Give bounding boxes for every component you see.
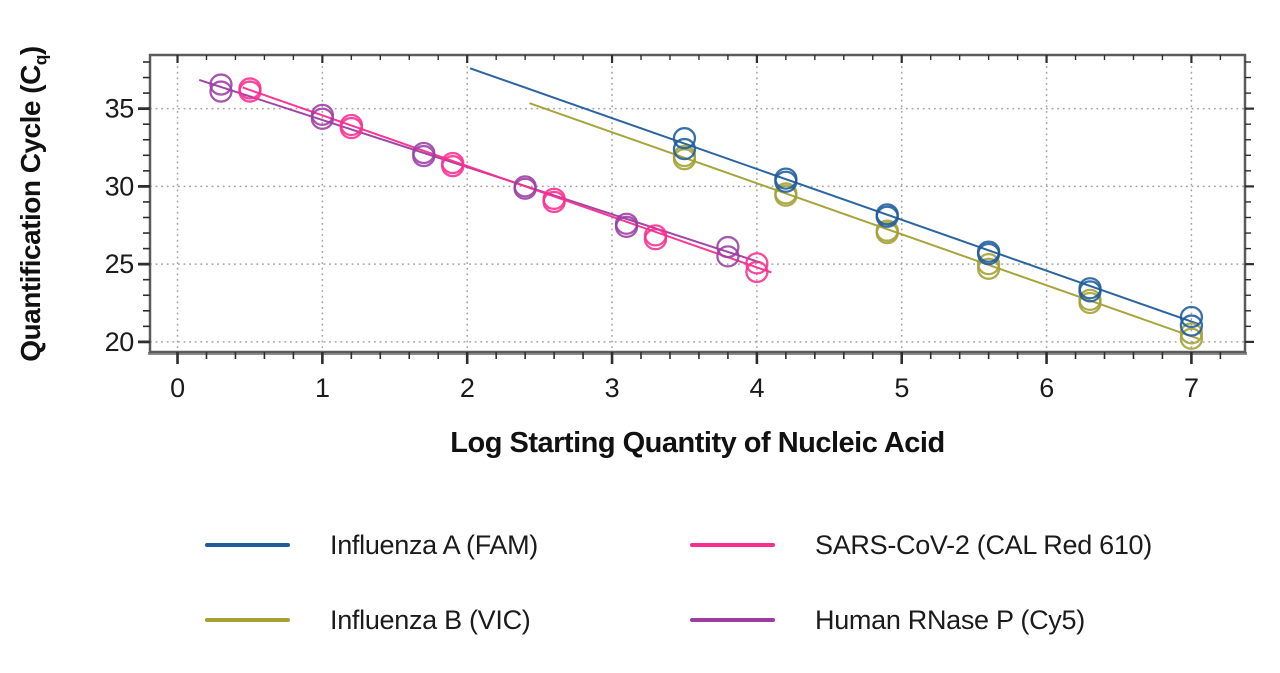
y-tick-label: 25 bbox=[105, 249, 134, 279]
x-tick-label: 3 bbox=[605, 373, 620, 403]
gridlines bbox=[150, 55, 1245, 352]
legend-item-influenza-b-vic: Influenza B (VIC) bbox=[205, 603, 690, 637]
x-tick-label: 4 bbox=[750, 373, 765, 403]
series-influenza-a-fam-markers bbox=[672, 127, 1204, 337]
y-tick-label: 35 bbox=[105, 94, 134, 124]
y-tick-label: 20 bbox=[105, 327, 134, 357]
x-tick-label: 7 bbox=[1184, 373, 1199, 403]
x-axis-title: Log Starting Quantity of Nucleic Acid bbox=[450, 427, 945, 459]
legend-swatch-sars-cov-2-cal-red-610 bbox=[690, 542, 775, 548]
y-axis-title: Quantification Cycle (Cq) bbox=[15, 46, 51, 362]
legend-label-human-rnase-p-cy5: Human RNase P (Cy5) bbox=[815, 604, 1085, 635]
legend-swatch-human-rnase-p-cy5 bbox=[690, 617, 775, 623]
legend-swatch-influenza-b-vic bbox=[205, 617, 290, 623]
y-tick-label: 30 bbox=[105, 171, 134, 201]
x-tick-label: 0 bbox=[170, 373, 185, 403]
chart-legend: Influenza A (FAM) SARS-CoV-2 (CAL Red 610… bbox=[205, 528, 1152, 637]
axis-ticks bbox=[138, 55, 1254, 364]
y-axis-title-suffix: ) bbox=[15, 46, 46, 56]
series-influenza-b-vic-trendline bbox=[529, 102, 1199, 340]
legend-item-sars-cov-2-cal-red-610: SARS-CoV-2 (CAL Red 610) bbox=[690, 528, 1152, 562]
legend-label-influenza-a-fam: Influenza A (FAM) bbox=[330, 529, 538, 560]
x-tick-label: 6 bbox=[1039, 373, 1054, 403]
chart-canvas: 0 1 2 3 4 5 6 7 20 25 30 35 bbox=[105, 53, 1254, 403]
series-sars-cov-2-cal-red-610-markers bbox=[238, 77, 769, 284]
series-influenza-a-fam-trendline bbox=[469, 67, 1199, 326]
y-axis-title-prefix: Quantification Cycle (C bbox=[15, 65, 46, 362]
legend-item-influenza-a-fam: Influenza A (FAM) bbox=[205, 528, 690, 562]
plot-frame bbox=[148, 53, 1247, 354]
x-tick-label: 5 bbox=[894, 373, 909, 403]
legend-label-sars-cov-2-cal-red-610: SARS-CoV-2 (CAL Red 610) bbox=[815, 529, 1152, 560]
x-tick-labels: 0 1 2 3 4 5 6 7 bbox=[170, 373, 1199, 403]
series-influenza-b-vic-markers bbox=[672, 144, 1204, 350]
x-tick-label: 1 bbox=[315, 373, 330, 403]
series-sars-cov-2-cal-red-610-trendline bbox=[242, 86, 772, 274]
plot-frame bbox=[148, 53, 1247, 354]
legend-label-influenza-b-vic: Influenza B (VIC) bbox=[330, 604, 531, 635]
y-axis-title-subscript: q bbox=[30, 55, 51, 66]
x-tick-label: 2 bbox=[460, 373, 475, 403]
legend-item-human-rnase-p-cy5: Human RNase P (Cy5) bbox=[690, 603, 1152, 637]
y-tick-labels: 20 25 30 35 bbox=[105, 94, 135, 357]
series-human-rnase-p-cy5-markers bbox=[209, 73, 740, 268]
legend-swatch-influenza-a-fam bbox=[205, 542, 290, 548]
